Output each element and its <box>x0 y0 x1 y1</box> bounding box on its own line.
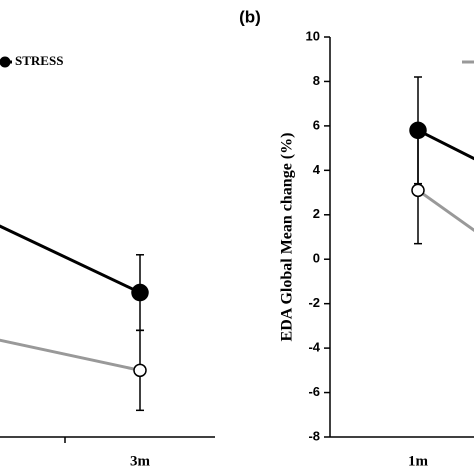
x-tick-label: 1m <box>408 453 429 469</box>
marker <box>409 121 427 140</box>
series-line <box>0 224 141 294</box>
marker <box>411 183 425 198</box>
x-tick-label: 3m <box>130 453 151 469</box>
y-tick-label: 6 <box>313 117 320 132</box>
legend-marker <box>0 56 11 68</box>
marker <box>131 283 149 302</box>
series-line <box>417 189 474 232</box>
series-line <box>417 128 474 161</box>
y-tick-label: -2 <box>308 295 320 310</box>
y-tick-label: 2 <box>313 206 320 221</box>
y-tick-label: -4 <box>308 340 320 355</box>
y-tick-label: 8 <box>313 73 320 88</box>
y-tick-label: -8 <box>308 428 320 443</box>
y-tick-label: 4 <box>313 162 321 177</box>
y-axis-label: EDA Global Mean change (%) <box>279 133 296 342</box>
marker <box>133 363 147 378</box>
panel-title: (b) <box>239 7 261 26</box>
y-tick-label: 10 <box>306 28 320 43</box>
legend-label: STRESS <box>15 53 63 68</box>
series-line <box>0 338 141 372</box>
y-tick-label: 0 <box>313 251 320 266</box>
y-tick-label: -6 <box>308 384 320 399</box>
